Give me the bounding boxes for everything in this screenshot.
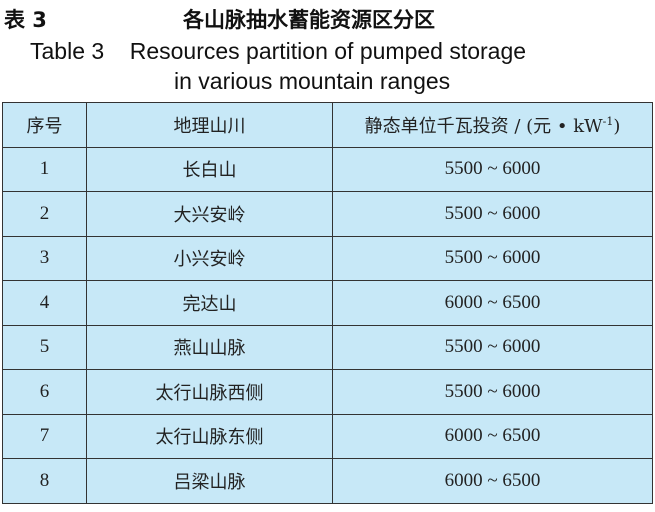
index-cell: 8: [2, 458, 87, 504]
index-cell: 2: [2, 191, 87, 237]
table-row: 7 太行山脉东侧 6000 ~ 6500: [2, 413, 653, 459]
investment-cell: 6000 ~ 6500: [332, 280, 653, 326]
mountain-cell: 大兴安岭: [86, 191, 333, 237]
mountain-cell: 小兴安岭: [86, 235, 333, 281]
table-row: 3 小兴安岭 5500 ~ 6000: [2, 235, 653, 281]
table-title-en-line1: Table 3 Resources partition of pumped st…: [30, 38, 527, 64]
header-mountain: 地理山川: [86, 102, 333, 148]
table-row: 6 太行山脉西侧 5500 ~ 6000: [2, 369, 653, 415]
table-header-row: 序号 地理山川 静态单位千瓦投资 / (元 • kW-1): [2, 102, 653, 148]
header-investment: 静态单位千瓦投资 / (元 • kW-1): [332, 102, 653, 148]
table-number-cn: 表 3: [4, 8, 47, 32]
investment-cell: 5500 ~ 6000: [332, 146, 653, 192]
mountain-cell: 燕山山脉: [86, 324, 333, 370]
index-cell: 4: [2, 280, 87, 326]
index-cell: 7: [2, 413, 87, 459]
index-cell: 6: [2, 369, 87, 415]
mountain-cell: 太行山脉西侧: [86, 369, 333, 415]
investment-cell: 6000 ~ 6500: [332, 458, 653, 504]
index-cell: 1: [2, 146, 87, 192]
mountain-cell: 太行山脉东侧: [86, 413, 333, 459]
table-row: 2 大兴安岭 5500 ~ 6000: [2, 191, 653, 237]
table-row: 8 吕梁山脉 6000 ~ 6500: [2, 458, 653, 504]
index-cell: 3: [2, 235, 87, 281]
table-title-cn: 各山脉抽水蓄能资源区分区: [183, 8, 435, 32]
table-title-en-line2: in various mountain ranges: [174, 68, 451, 94]
investment-cell: 5500 ~ 6000: [332, 324, 653, 370]
table-row: 1 长白山 5500 ~ 6000: [2, 146, 653, 192]
investment-cell: 6000 ~ 6500: [332, 413, 653, 459]
table-row: 5 燕山山脉 5500 ~ 6000: [2, 324, 653, 370]
investment-cell: 5500 ~ 6000: [332, 235, 653, 281]
mountain-cell: 吕梁山脉: [86, 458, 333, 504]
caption-chinese: 表 3 各山脉抽水蓄能资源区分区: [0, 4, 655, 34]
mountain-cell: 完达山: [86, 280, 333, 326]
table-row: 4 完达山 6000 ~ 6500: [2, 280, 653, 326]
investment-cell: 5500 ~ 6000: [332, 369, 653, 415]
resources-table: 序号 地理山川 静态单位千瓦投资 / (元 • kW-1) 1 长白山 5500 ~…: [2, 102, 653, 504]
index-cell: 5: [2, 324, 87, 370]
investment-cell: 5500 ~ 6000: [332, 191, 653, 237]
mountain-cell: 长白山: [86, 146, 333, 192]
header-index: 序号: [2, 102, 87, 148]
